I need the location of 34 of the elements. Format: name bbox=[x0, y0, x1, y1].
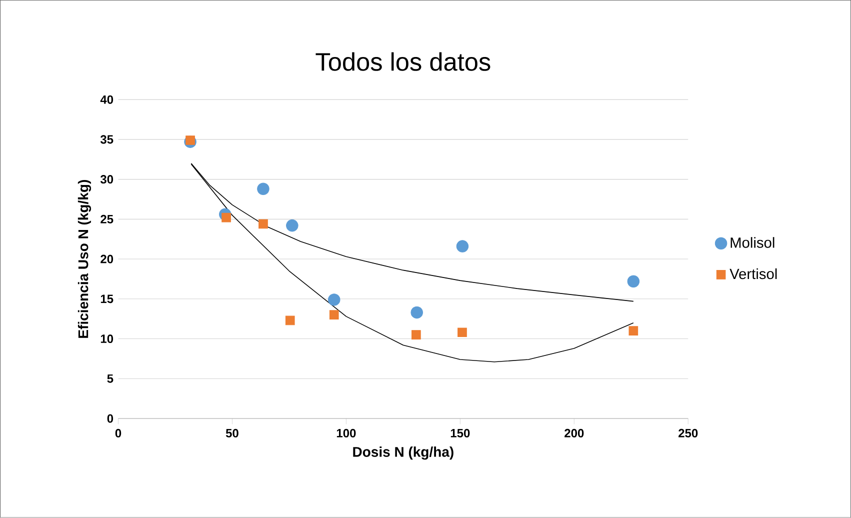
chart-title: Todos los datos bbox=[316, 52, 490, 72]
y-tick-label: 40 bbox=[100, 95, 114, 104]
legend-label: Molisol bbox=[730, 237, 774, 248]
x-tick-label: 150 bbox=[450, 429, 470, 438]
y-tick-label: 20 bbox=[100, 254, 114, 264]
x-tick-label: 250 bbox=[678, 429, 698, 438]
point bbox=[328, 294, 340, 306]
legend-label: Vertisol bbox=[730, 268, 777, 280]
y-axis-title: Eficiencia Uso N (kg/kg) bbox=[78, 180, 92, 338]
point bbox=[627, 275, 640, 288]
y-tick-label: 10 bbox=[100, 334, 114, 344]
y-tick-label: 25 bbox=[100, 215, 114, 224]
point bbox=[286, 220, 298, 232]
point bbox=[222, 213, 231, 222]
point bbox=[186, 136, 195, 146]
x-tick-label: 200 bbox=[564, 429, 584, 438]
point bbox=[329, 310, 339, 320]
point bbox=[412, 330, 421, 340]
y-tick-label: 35 bbox=[100, 135, 114, 144]
x-tick-label: 50 bbox=[226, 429, 238, 438]
point bbox=[456, 240, 469, 253]
y-tick-label: 15 bbox=[100, 294, 114, 304]
x-tick-label: 100 bbox=[336, 429, 356, 438]
point bbox=[628, 326, 638, 336]
y-tick-label: 30 bbox=[100, 175, 114, 184]
point bbox=[258, 219, 268, 229]
point bbox=[285, 316, 295, 326]
x-axis-title: Dosis N (kg/ha) bbox=[353, 446, 454, 460]
y-tick-label: 0 bbox=[107, 414, 114, 423]
point bbox=[410, 306, 423, 319]
point bbox=[458, 328, 467, 338]
x-tick-label: 0 bbox=[115, 429, 122, 438]
y-tick-label: 5 bbox=[107, 374, 114, 383]
point bbox=[257, 182, 270, 196]
